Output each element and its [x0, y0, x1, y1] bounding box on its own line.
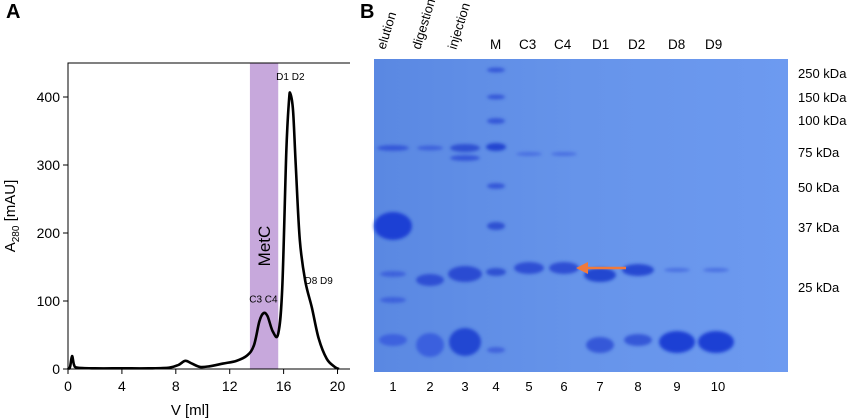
lane-number: 6 — [560, 379, 568, 394]
panel-a-label: A — [6, 1, 21, 23]
gel-band — [586, 337, 614, 353]
x-axis-label: V [ml] — [171, 402, 209, 418]
gel-band — [380, 297, 406, 303]
gel-band — [624, 334, 652, 346]
x-tick-label: 0 — [64, 378, 72, 394]
marker-label-37: 37 kDa — [798, 220, 840, 235]
lane-number: 4 — [492, 379, 500, 394]
gel-band — [417, 145, 443, 151]
y-tick-label: 400 — [37, 89, 61, 105]
gel-band — [549, 262, 579, 274]
lane-number: 2 — [426, 379, 434, 394]
lane-number: 10 — [710, 379, 726, 394]
lane-number: 1 — [389, 379, 397, 394]
plot-area-frame — [67, 62, 350, 370]
gel-band — [659, 331, 695, 353]
gel-band — [450, 155, 480, 161]
gel-band — [622, 264, 654, 276]
lane-label-M: M — [490, 37, 502, 52]
gel-band — [486, 143, 506, 151]
lane-number: 7 — [596, 379, 604, 394]
y-tick-label: 0 — [52, 361, 60, 377]
gel-band — [487, 118, 505, 124]
gel-background — [374, 59, 788, 372]
peak-annotation: D8 D9 — [304, 276, 333, 287]
gel-band — [703, 268, 729, 272]
lane-number: 8 — [634, 379, 642, 394]
gel-band — [664, 268, 690, 272]
lane-number: 5 — [525, 379, 533, 394]
gel-band — [379, 334, 407, 346]
peak-annotation: C3 C4 — [249, 294, 278, 305]
marker-label-75: 75 kDa — [798, 145, 840, 160]
metc-label: MetC — [255, 226, 274, 267]
orange-arrow — [576, 262, 626, 274]
gel-band — [487, 94, 505, 100]
y-tick-label: 300 — [37, 157, 61, 173]
marker-label-250: 250 kDa — [798, 66, 847, 81]
x-tick-label: 8 — [172, 378, 180, 394]
y-tick-label: 100 — [37, 293, 61, 309]
gel-band — [448, 266, 482, 282]
lane-number: 3 — [461, 379, 469, 394]
panel-b-label: B — [360, 1, 375, 23]
gel-band — [377, 145, 409, 151]
lane-number: 9 — [673, 379, 681, 394]
gel-band — [516, 152, 542, 156]
y-tick-label: 200 — [37, 225, 61, 241]
gel-band — [584, 268, 616, 282]
gel-band — [416, 333, 444, 357]
lane-label-C3: C3 — [519, 37, 537, 52]
gel-band — [551, 152, 577, 156]
gel-band — [416, 274, 444, 286]
lane-label-D9: D9 — [705, 37, 723, 52]
x-tick-label: 16 — [276, 378, 292, 394]
gel-band — [487, 347, 505, 353]
gel-band — [449, 328, 481, 356]
peak-annotation: D1 D2 — [276, 72, 305, 83]
metc-shaded-region — [249, 63, 279, 369]
gel-band — [698, 331, 734, 353]
elution-curve — [67, 91, 340, 371]
lane-label-D8: D8 — [668, 37, 686, 52]
lane-label-C4: C4 — [554, 37, 572, 52]
gel-band — [514, 262, 544, 274]
x-tick-label: 4 — [118, 378, 126, 394]
gel-band — [486, 268, 506, 276]
marker-label-100: 100 kDa — [798, 113, 847, 128]
x-tick-label: 12 — [222, 378, 238, 394]
marker-label-150: 150 kDa — [798, 90, 847, 105]
gel-band — [380, 271, 406, 277]
gel-band — [487, 183, 505, 189]
gel-band — [487, 222, 505, 230]
marker-label-25: 25 kDa — [798, 280, 840, 295]
marker-label-50: 50 kDa — [798, 180, 840, 195]
gel-band — [374, 212, 412, 240]
gel-band — [450, 144, 480, 152]
x-tick-label: 20 — [330, 378, 346, 394]
lane-label-D2: D2 — [628, 37, 646, 52]
gel-band — [487, 67, 505, 73]
lane-label-D1: D1 — [592, 37, 610, 52]
y-axis-label: A280 [mAU] — [2, 180, 22, 253]
